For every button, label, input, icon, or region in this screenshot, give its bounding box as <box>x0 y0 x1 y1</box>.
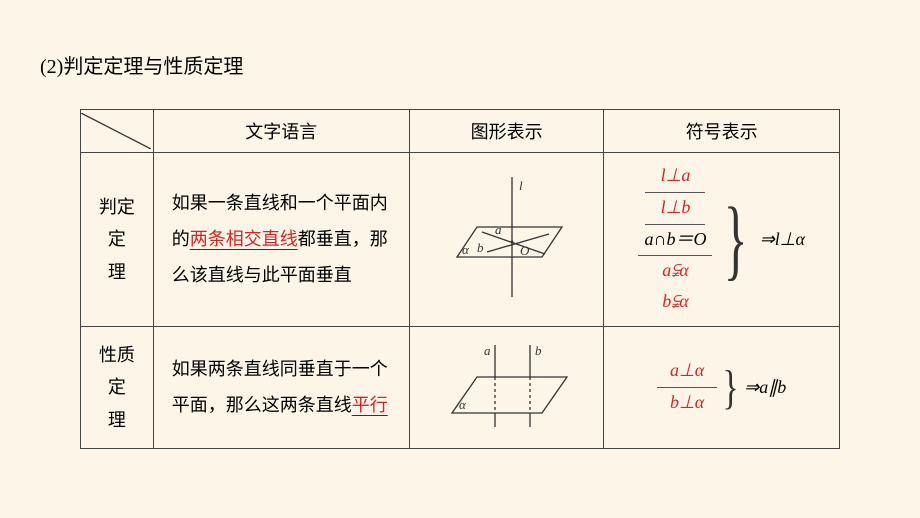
svg-text:a: a <box>495 222 502 237</box>
figure-2: a b α <box>409 326 604 448</box>
header-symbol: 符号表示 <box>604 110 840 153</box>
premises-stack-2: a⊥α b⊥α <box>657 356 717 419</box>
symbol-expr-1: l⊥a l⊥b a∩b＝O a⫋α b⫋α } ⇒l⊥α <box>604 153 840 327</box>
svg-text:b: b <box>535 343 542 358</box>
symbol-expr-2: a⊥α b⊥α } ⇒a∥b <box>604 326 840 448</box>
row-label-judgment: 判定定 理 <box>81 153 154 327</box>
svg-text:α: α <box>462 242 470 257</box>
conclusion-2: ⇒a∥b <box>744 377 786 398</box>
text-description-2: 如果两条直线同垂直于一个平面，那么这两条直线平行 <box>153 326 409 448</box>
brace-icon: } <box>724 199 748 280</box>
header-text-lang: 文字语言 <box>153 110 409 153</box>
premises-stack-1: l⊥a l⊥b a∩b＝O a⫋α b⫋α <box>638 161 712 318</box>
figure-1: l a b α O <box>409 153 604 327</box>
table-row: 性质定 理 如果两条直线同垂直于一个平面，那么这两条直线平行 a b α <box>81 326 840 448</box>
svg-text:a: a <box>484 343 491 358</box>
text-description-1: 如果一条直线和一个平面内的两条相交直线都垂直，那么该直线与此平面垂直 <box>153 153 409 327</box>
brace-icon: } <box>723 366 739 409</box>
svg-text:l: l <box>519 178 523 193</box>
svg-text:b: b <box>477 240 484 255</box>
header-diagonal <box>81 110 154 153</box>
theorem-table: 文字语言 图形表示 符号表示 判定定 理 如果一条直线和一个平面内的两条相交直线… <box>80 109 840 449</box>
svg-text:α: α <box>459 397 467 412</box>
header-figure: 图形表示 <box>409 110 604 153</box>
section-title: (2)判定定理与性质定理 <box>40 50 890 79</box>
table-row: 判定定 理 如果一条直线和一个平面内的两条相交直线都垂直，那么该直线与此平面垂直… <box>81 153 840 327</box>
row-label-property: 性质定 理 <box>81 326 154 448</box>
conclusion-1: ⇒l⊥α <box>760 229 805 250</box>
svg-text:O: O <box>520 243 530 258</box>
